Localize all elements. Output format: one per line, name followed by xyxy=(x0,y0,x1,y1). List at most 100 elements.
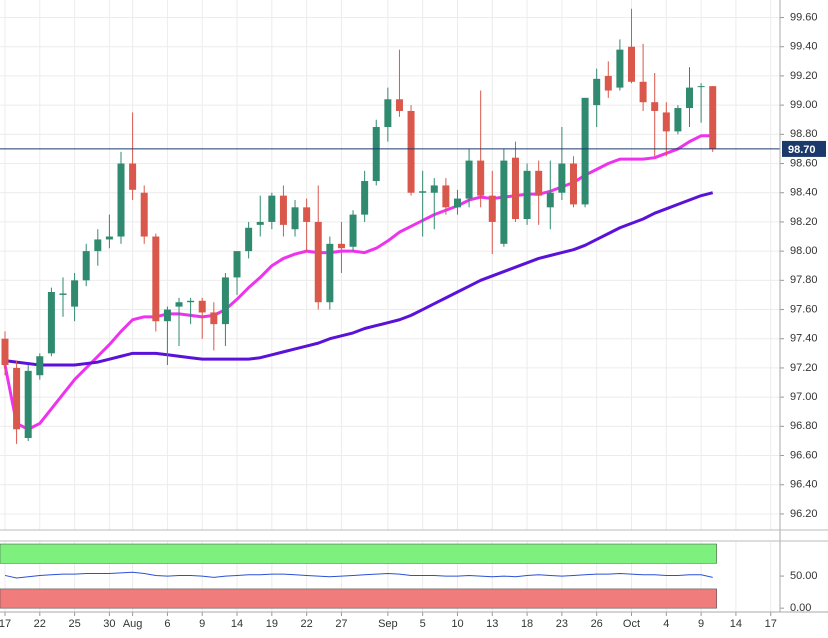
x-tick-label: Aug xyxy=(123,618,143,630)
y-tick-label: 99.60 xyxy=(790,11,818,23)
candle-body xyxy=(511,157,519,220)
oscillator-line xyxy=(4,571,713,579)
candle-body xyxy=(453,198,461,208)
y-tick-label: 96.80 xyxy=(790,420,818,432)
x-tick-label: Sep xyxy=(378,618,398,630)
candle-body xyxy=(419,191,427,193)
candle-body xyxy=(129,163,137,190)
candle-body xyxy=(430,185,438,193)
candle-body xyxy=(245,227,253,252)
y-tick-label: 96.20 xyxy=(790,508,818,520)
candle-body xyxy=(13,367,21,430)
x-tick-label: 19 xyxy=(266,618,278,630)
y-tick-label: 99.40 xyxy=(790,41,818,53)
y-tick-label: 50.00 xyxy=(790,570,818,582)
moving-average xyxy=(3,134,713,431)
candle-body xyxy=(627,46,635,82)
candle-body xyxy=(651,102,659,111)
y-tick-label: 97.20 xyxy=(790,362,818,374)
y-tick-label: 96.40 xyxy=(790,479,818,491)
x-tick-label: 26 xyxy=(591,618,603,630)
candle-body xyxy=(523,170,531,220)
candle-body xyxy=(372,127,380,182)
y-tick-label: 98.20 xyxy=(790,216,818,228)
candle-body xyxy=(1,338,9,366)
last-price-box xyxy=(782,140,826,157)
y-tick-label: 98.60 xyxy=(790,157,818,169)
candle-body xyxy=(477,160,485,196)
candle-body xyxy=(163,309,171,322)
candle-body xyxy=(337,243,345,249)
x-tick-label: 5 xyxy=(420,618,426,630)
y-tick-label: 96.60 xyxy=(790,449,818,461)
last-price-label: 98.70 xyxy=(788,144,816,156)
candle-body xyxy=(279,195,287,225)
candle-body xyxy=(117,163,125,237)
x-tick-label: 9 xyxy=(199,618,205,630)
x-tick-label: 22 xyxy=(34,618,46,630)
y-tick-label: 98.40 xyxy=(790,187,818,199)
candle-body xyxy=(395,99,403,111)
x-tick-label: 10 xyxy=(451,618,463,630)
candle-body xyxy=(697,86,705,88)
candle-body xyxy=(593,78,601,106)
moving-average xyxy=(4,191,714,367)
x-tick-label: 9 xyxy=(698,618,704,630)
x-tick-label: 30 xyxy=(103,618,115,630)
x-tick-label: 23 xyxy=(556,618,568,630)
candle-body xyxy=(686,87,694,109)
x-tick-label: 27 xyxy=(335,618,347,630)
x-tick-label: 13 xyxy=(486,618,498,630)
candle-body xyxy=(36,356,44,376)
x-tick-label: 14 xyxy=(231,618,243,630)
x-tick-label: 22 xyxy=(301,618,313,630)
y-tick-label: 97.00 xyxy=(790,391,818,403)
zone xyxy=(0,588,717,609)
candle-body xyxy=(71,280,79,307)
candle-body xyxy=(349,214,357,247)
candle-body xyxy=(674,108,682,132)
candle-body xyxy=(442,185,450,208)
zone xyxy=(0,543,717,564)
x-tick-label: 4 xyxy=(663,618,669,630)
candle-body xyxy=(500,160,508,244)
candle-body xyxy=(488,195,496,222)
candle-body xyxy=(303,207,311,222)
candle-body xyxy=(82,251,90,281)
y-tick-label: 99.00 xyxy=(790,99,818,111)
candle-body xyxy=(24,370,32,439)
x-tick-label: 17 xyxy=(0,618,11,630)
candle-body xyxy=(662,112,670,132)
y-tick-label: 97.60 xyxy=(790,303,818,315)
candle-body xyxy=(361,181,369,215)
candle-body xyxy=(326,243,334,303)
x-tick-label: 14 xyxy=(730,618,742,630)
y-tick-label: 98.00 xyxy=(790,245,818,257)
candle-body xyxy=(604,75,612,91)
candle-body xyxy=(268,195,276,222)
y-tick-label: 97.80 xyxy=(790,274,818,286)
candle-body xyxy=(59,293,67,295)
x-tick-label: 17 xyxy=(765,618,777,630)
candle-body xyxy=(291,207,299,230)
y-tick-label: 98.80 xyxy=(790,128,818,140)
x-tick-label: 18 xyxy=(521,618,533,630)
candle-body xyxy=(105,236,113,240)
candle-body xyxy=(465,160,473,199)
candle-body xyxy=(152,236,160,322)
candle-body xyxy=(314,221,322,303)
candle-body xyxy=(221,277,229,325)
candle-body xyxy=(94,239,102,252)
candle-body xyxy=(175,302,183,307)
x-tick-label: 25 xyxy=(68,618,80,630)
candle-body xyxy=(233,251,241,278)
candle-body xyxy=(546,192,554,208)
x-tick-label: Oct xyxy=(623,618,640,630)
candle-body xyxy=(709,86,717,149)
candle-body xyxy=(210,312,218,325)
x-tick-label: 6 xyxy=(164,618,170,630)
candle-body xyxy=(198,300,206,313)
candle-body xyxy=(535,170,543,196)
